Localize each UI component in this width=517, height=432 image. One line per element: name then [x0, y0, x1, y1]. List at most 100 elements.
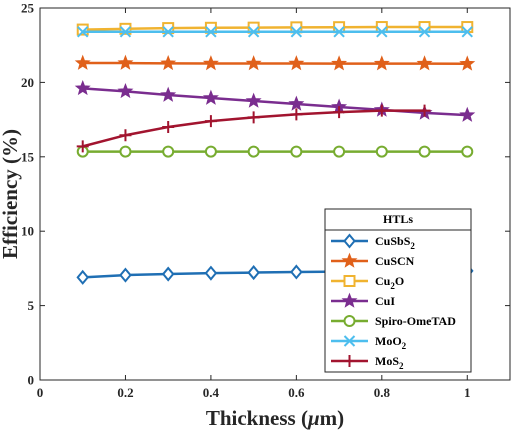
data-point-Spiro-OmeTAD [418, 145, 431, 158]
marker-plus [204, 115, 217, 128]
marker-plus [333, 106, 346, 119]
marker-x [205, 26, 217, 38]
legend-label: Cu2O [375, 274, 404, 291]
legend: HTLsCuSbS2CuSCNCu2OCuISpiro-OmeTADMoO2Mo… [324, 208, 472, 373]
data-point-MoO2 [333, 26, 345, 38]
marker-star [202, 55, 219, 71]
marker-star [160, 86, 177, 102]
legend-label-main: CuSCN [375, 254, 415, 268]
marker-plus [290, 108, 303, 121]
marker-plus [247, 111, 260, 124]
y-tick-label: 0 [28, 373, 35, 388]
legend-label-main: MoO [375, 334, 402, 348]
data-point-CuI [245, 92, 262, 108]
data-point-CuSCN [416, 55, 433, 71]
marker-star [117, 82, 134, 99]
data-point-MoS2 [247, 111, 260, 124]
marker-diamond [247, 265, 260, 281]
marker-diamond [343, 233, 356, 249]
x-tick-label: 0.2 [117, 385, 133, 400]
marker-plus [76, 140, 89, 153]
series-MoS2 [76, 104, 431, 153]
marker-plus [343, 355, 356, 367]
axes-box [39, 7, 511, 381]
legend-entry-MoS2: MoS2 [331, 354, 404, 371]
legend-label: CuI [375, 294, 395, 308]
marker-x [376, 26, 388, 38]
marker-x [290, 26, 303, 38]
data-point-CuI [160, 86, 177, 102]
marker-circle [290, 145, 303, 158]
legend-entry-MoO2: MoO2 [331, 334, 407, 351]
legend-label: MoS2 [375, 354, 404, 371]
data-point-CuSCN [160, 54, 177, 71]
x-tick-label: 0.8 [374, 385, 391, 400]
data-point-Spiro-OmeTAD [290, 145, 303, 158]
data-point-Spiro-OmeTAD [204, 145, 217, 158]
data-point-MoS2 [204, 115, 217, 128]
data-point-MoO2 [205, 26, 217, 38]
data-point-MoO2 [290, 26, 303, 38]
marker-x [247, 26, 260, 38]
marker-plus [418, 104, 431, 117]
data-point-CuSbS2 [247, 265, 260, 281]
data-point-MoS2 [76, 140, 89, 153]
marker-square [343, 275, 356, 287]
y-tick-label: 25 [21, 1, 35, 16]
legend-label-main: CuI [375, 294, 395, 308]
marker-star [74, 79, 91, 96]
y-tick-label: 15 [21, 149, 35, 164]
data-point-MoO2 [376, 26, 388, 38]
x-axis-label: Thickness (μm) [206, 406, 344, 430]
data-point-CuSCN [74, 54, 91, 70]
data-point-MoO2 [162, 26, 174, 38]
legend-marker [341, 252, 358, 268]
legend-entry-CuI: CuI [331, 292, 395, 308]
marker-star [245, 55, 262, 71]
y-axis-label: Efficiency (%) [0, 129, 22, 259]
marker-circle [343, 315, 356, 327]
legend-label-main: MoS [375, 354, 399, 368]
marker-circle [333, 145, 346, 158]
series-CuSCN [74, 54, 476, 71]
data-point-CuSCN [245, 55, 262, 71]
x-tick-label: 1 [464, 385, 471, 400]
legend-label-sub: 2 [402, 341, 407, 351]
series-Spiro-OmeTAD [76, 145, 474, 158]
data-point-CuSCN [288, 55, 305, 71]
legend-entry-Spiro-OmeTAD: Spiro-OmeTAD [331, 314, 456, 328]
marker-circle [247, 145, 260, 158]
legend-label-sub: 2 [399, 361, 404, 371]
series-MoO2 [77, 26, 473, 38]
data-point-MoO2 [77, 26, 89, 38]
data-point-CuI [117, 82, 134, 99]
marker-circle [204, 145, 217, 158]
data-point-Spiro-OmeTAD [375, 145, 388, 158]
legend-label-tail: O [395, 274, 404, 288]
data-point-CuSbS2 [76, 269, 90, 285]
marker-x [343, 335, 356, 347]
marker-star [117, 54, 134, 70]
marker-x [461, 26, 473, 38]
x-axis-label-symbol: μ [307, 406, 320, 430]
marker-circle [119, 145, 132, 158]
data-point-CuI [202, 89, 219, 105]
legend-marker [343, 315, 356, 327]
marker-x [162, 26, 174, 38]
marker-star [459, 106, 476, 122]
data-point-MoS2 [418, 104, 431, 117]
data-point-CuSCN [331, 55, 348, 71]
data-point-Cu2O [119, 22, 132, 35]
marker-star [202, 89, 219, 105]
marker-diamond [119, 267, 132, 283]
y-tick-label: 5 [28, 298, 35, 313]
legend-marker [343, 275, 356, 287]
data-point-CuI [288, 95, 305, 111]
marker-star [331, 55, 348, 71]
y-tick-label: 20 [21, 75, 34, 90]
marker-star [459, 55, 476, 71]
marker-star [341, 252, 358, 268]
legend-marker [341, 292, 358, 308]
